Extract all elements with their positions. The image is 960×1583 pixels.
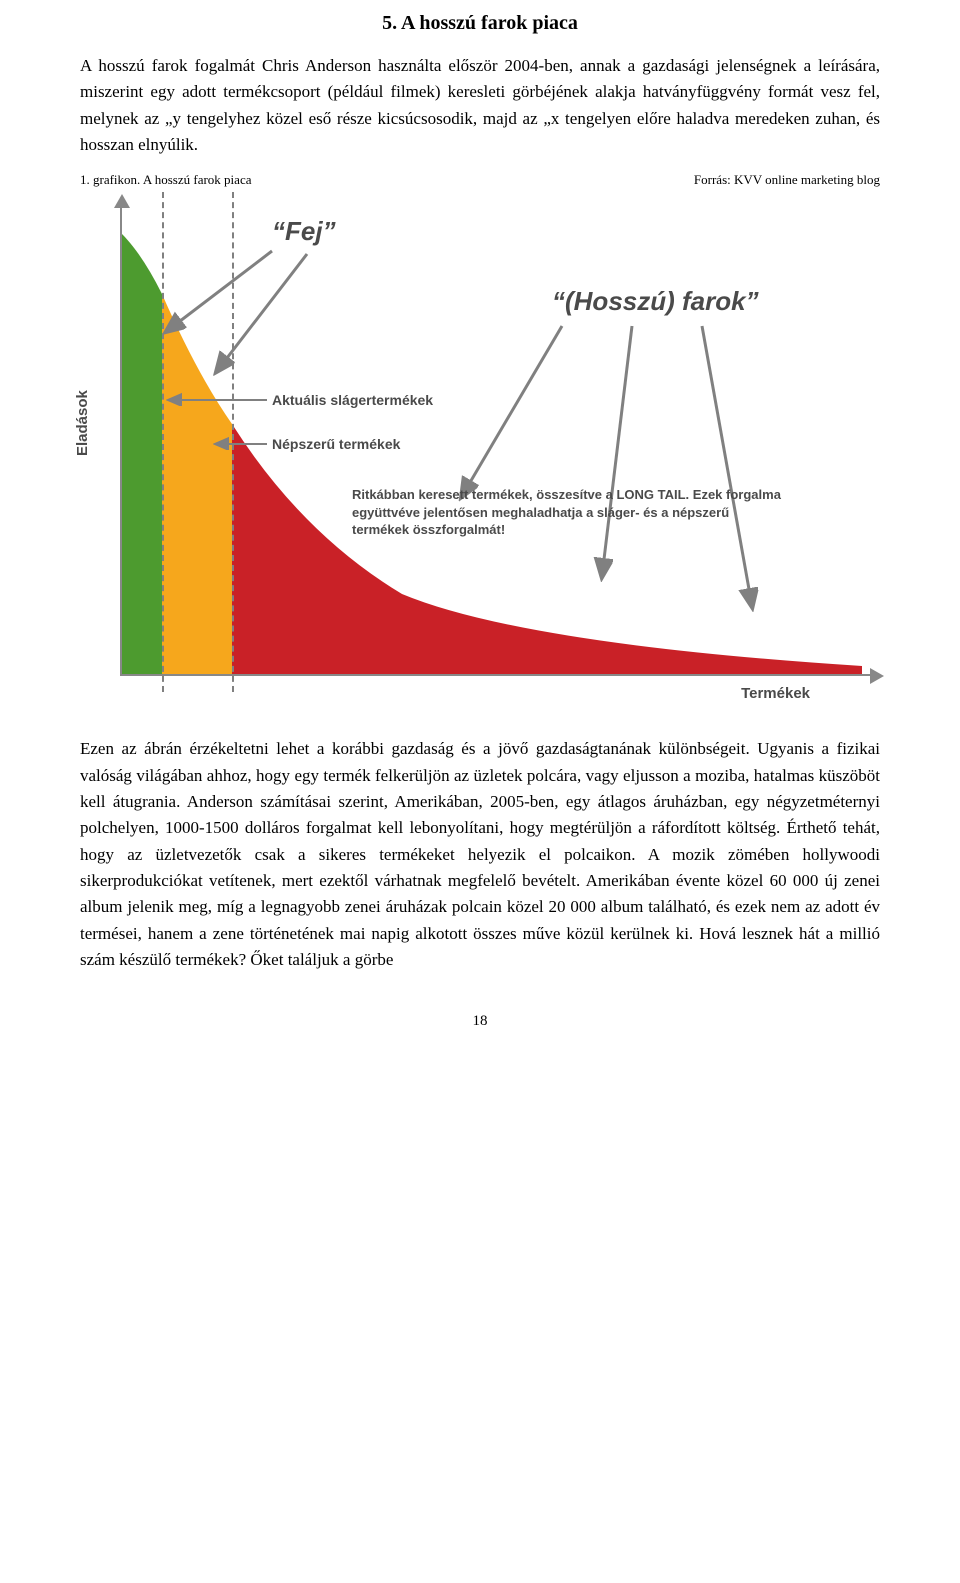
chart-area: “Fej” “(Hosszú) farok” — [120, 206, 870, 676]
y-axis-label: Eladások — [74, 391, 91, 457]
long-tail-figure: Eladások “Fej” “(Hosszú) farok” — [80, 196, 880, 716]
document-page: 5. A hosszú farok piaca A hosszú farok f… — [0, 0, 960, 1070]
paragraph-1: A hosszú farok fogalmát Chris Anderson h… — [80, 53, 880, 158]
label-green: Aktuális slágertermékek — [272, 392, 433, 408]
figure-caption-row: 1. grafikon. A hosszú farok piaca Forrás… — [80, 172, 880, 188]
paragraph-2: Ezen az ábrán érzékeltetni lehet a koráb… — [80, 736, 880, 973]
figure-caption-right: Forrás: KVV online marketing blog — [694, 172, 880, 188]
figure-caption-left: 1. grafikon. A hosszú farok piaca — [80, 172, 251, 188]
x-axis-arrow-icon — [870, 668, 884, 684]
section-title: 5. A hosszú farok piaca — [80, 12, 880, 35]
page-number: 18 — [80, 1013, 880, 1030]
label-red: Ritkábban keresett termékek, összesítve … — [352, 486, 782, 539]
x-axis-label: Termékek — [741, 685, 810, 702]
annotation-arrows — [122, 206, 862, 676]
label-orange: Népszerű termékek — [272, 436, 400, 452]
